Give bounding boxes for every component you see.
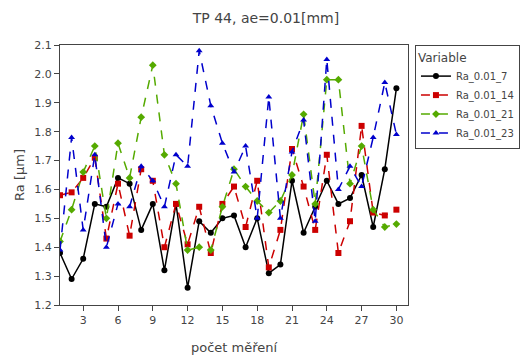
svg-text:Ra_0.01_23: Ra_0.01_23 <box>456 128 514 140</box>
svg-text:24: 24 <box>320 314 334 327</box>
svg-text:6: 6 <box>115 314 122 327</box>
svg-text:18: 18 <box>250 314 264 327</box>
svg-text:1.3: 1.3 <box>34 270 52 283</box>
svg-text:27: 27 <box>355 314 369 327</box>
svg-text:1.2: 1.2 <box>34 299 52 312</box>
svg-text:Ra_0.01_21: Ra_0.01_21 <box>456 109 514 121</box>
svg-text:2.0: 2.0 <box>34 68 52 81</box>
svg-text:3: 3 <box>80 314 87 327</box>
svg-text:Ra_0.01_14: Ra_0.01_14 <box>456 90 514 102</box>
svg-text:1.8: 1.8 <box>34 126 52 139</box>
svg-text:TP 44, ae=0.01[mm]: TP 44, ae=0.01[mm] <box>192 10 339 26</box>
svg-text:30: 30 <box>389 314 403 327</box>
svg-text:2.1: 2.1 <box>34 39 52 52</box>
svg-text:1.9: 1.9 <box>34 97 52 110</box>
svg-text:1.4: 1.4 <box>34 241 52 254</box>
svg-text:Variable: Variable <box>418 51 467 65</box>
svg-text:počet měření: počet měření <box>191 340 278 355</box>
svg-text:Ra [µm]: Ra [µm] <box>12 149 27 201</box>
svg-text:12: 12 <box>181 314 195 327</box>
svg-text:15: 15 <box>215 314 229 327</box>
svg-text:1.5: 1.5 <box>34 212 52 225</box>
svg-text:21: 21 <box>285 314 299 327</box>
svg-text:1.7: 1.7 <box>34 154 52 167</box>
svg-text:9: 9 <box>149 314 156 327</box>
svg-text:Ra_0.01_7: Ra_0.01_7 <box>456 71 507 83</box>
svg-text:1.6: 1.6 <box>34 183 52 196</box>
